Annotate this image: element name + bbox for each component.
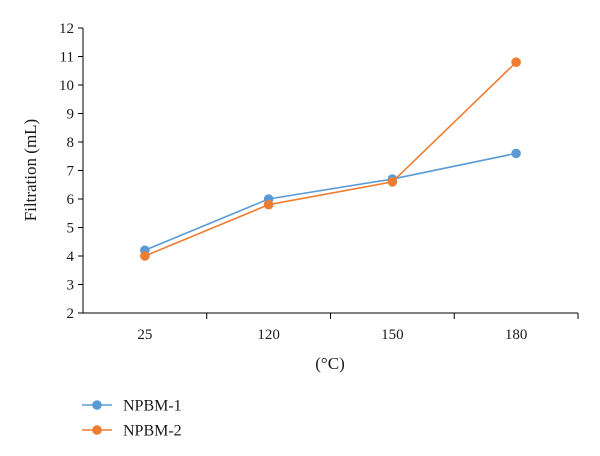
legend-swatch-marker (92, 400, 102, 410)
y-axis: 2 3 4 5 6 7 8 9 10 11 12 (59, 21, 84, 322)
x-tick-label: 150 (381, 327, 404, 343)
series-npbm-2 (140, 57, 521, 261)
series-layer (140, 57, 521, 261)
legend: NPBM-1 NPBM-2 (82, 398, 182, 440)
legend-label: NPBM-2 (123, 423, 182, 440)
y-tick-label: 2 (67, 306, 75, 322)
y-tick-label: 9 (67, 107, 75, 123)
legend-label: NPBM-1 (123, 398, 182, 415)
y-axis-title: Filtration (mL) (21, 119, 40, 221)
y-tick-label: 8 (67, 135, 75, 151)
y-tick-label: 3 (67, 278, 75, 294)
y-tick-label: 11 (60, 50, 74, 66)
data-point (263, 199, 274, 210)
series-npbm-1 (140, 148, 521, 256)
data-point (140, 251, 150, 261)
series-line (144, 61, 517, 257)
y-tick-label: 12 (59, 21, 74, 37)
x-tick-label: 120 (257, 327, 280, 343)
x-tick-label: 180 (505, 327, 528, 343)
legend-item: NPBM-2 (82, 423, 182, 440)
legend-swatch-marker (92, 425, 102, 435)
x-tick-label: 25 (137, 327, 152, 343)
legend-item: NPBM-1 (82, 398, 182, 415)
data-point (387, 177, 398, 187)
data-point (511, 57, 521, 67)
series-line (144, 152, 517, 252)
y-tick-label: 10 (59, 78, 74, 94)
data-point (511, 148, 521, 159)
y-tick-label: 6 (67, 192, 75, 208)
x-axis: 25 120 150 180 (83, 312, 579, 343)
y-tick-label: 4 (67, 249, 75, 265)
x-axis-title: (°C) (315, 354, 344, 373)
y-tick-label: 7 (67, 164, 75, 180)
y-tick-label: 5 (67, 221, 75, 237)
